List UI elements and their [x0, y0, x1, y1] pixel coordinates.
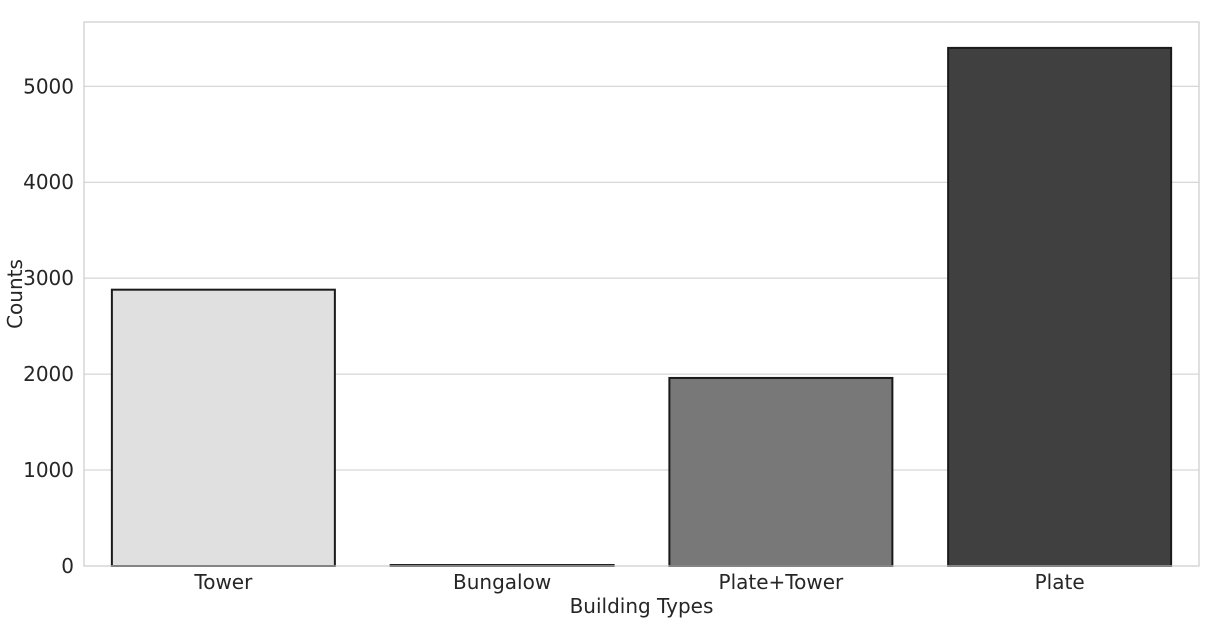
y-tick-labels: 0 1000 2000 3000 4000 5000 [23, 74, 74, 578]
y-tick-label: 3000 [23, 266, 74, 290]
y-tick-label: 2000 [23, 362, 74, 386]
y-tick-label: 0 [61, 554, 74, 578]
y-tick-label: 5000 [23, 74, 74, 98]
x-tick-labels: Tower Bungalow Plate+Tower Plate [193, 570, 1084, 594]
bars [110, 46, 1173, 568]
y-axis-label: Counts [3, 259, 27, 329]
x-tick-label: Plate [1035, 570, 1085, 594]
y-tick-label: 4000 [23, 170, 74, 194]
plot-frame [83, 21, 1200, 567]
bar-plate-tower [668, 376, 894, 567]
x-axis-label: Building Types [570, 594, 714, 618]
y-tick-label: 1000 [23, 458, 74, 482]
x-tick-label: Bungalow [453, 570, 551, 594]
bar-tower [110, 288, 336, 567]
x-tick-label: Plate+Tower [719, 570, 844, 594]
x-tick-label: Tower [193, 570, 253, 594]
bar-plate [947, 46, 1173, 567]
